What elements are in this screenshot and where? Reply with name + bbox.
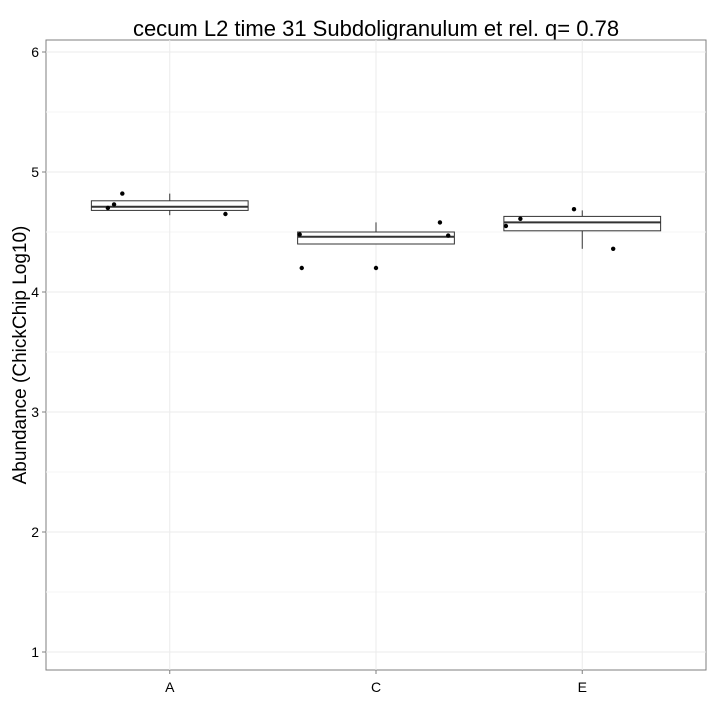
x-tick-label-e: E [578, 679, 587, 695]
boxes [90, 193, 662, 249]
data-point-a [120, 191, 125, 196]
box-iqr [297, 231, 455, 245]
data-point-c [297, 232, 302, 237]
box-c [297, 222, 455, 245]
data-point-e [518, 216, 523, 221]
box-e [503, 210, 662, 249]
box-iqr [90, 200, 249, 211]
y-axis-label: Abundance (ChickChip Log10) [10, 226, 31, 485]
y-tick-label: 5 [31, 164, 39, 180]
y-tick-label: 1 [31, 644, 39, 660]
x-tick-label-c: C [371, 679, 381, 695]
data-point-c [373, 265, 379, 271]
data-points [105, 191, 616, 271]
chart-title: cecum L2 time 31 Subdoligranulum et rel.… [133, 16, 619, 41]
y-tick-label: 2 [31, 524, 39, 540]
data-point-e [610, 246, 616, 251]
grid-lines [46, 40, 706, 670]
y-tick-label: 4 [31, 284, 39, 300]
y-tick-label: 6 [31, 44, 39, 60]
x-tick-label-a: A [165, 679, 175, 695]
data-point-a [111, 202, 117, 207]
data-point-c [299, 265, 304, 271]
box-iqr [503, 215, 662, 232]
y-tick-label: 3 [31, 404, 39, 420]
data-point-e [503, 223, 509, 229]
data-point-c [445, 233, 451, 238]
data-point-e [571, 207, 577, 212]
data-point-a [223, 211, 228, 217]
data-point-a [105, 205, 111, 211]
data-point-c [437, 220, 443, 225]
y-axis: 1 2 3 4 5 6 [31, 44, 46, 660]
box-a [90, 193, 249, 216]
